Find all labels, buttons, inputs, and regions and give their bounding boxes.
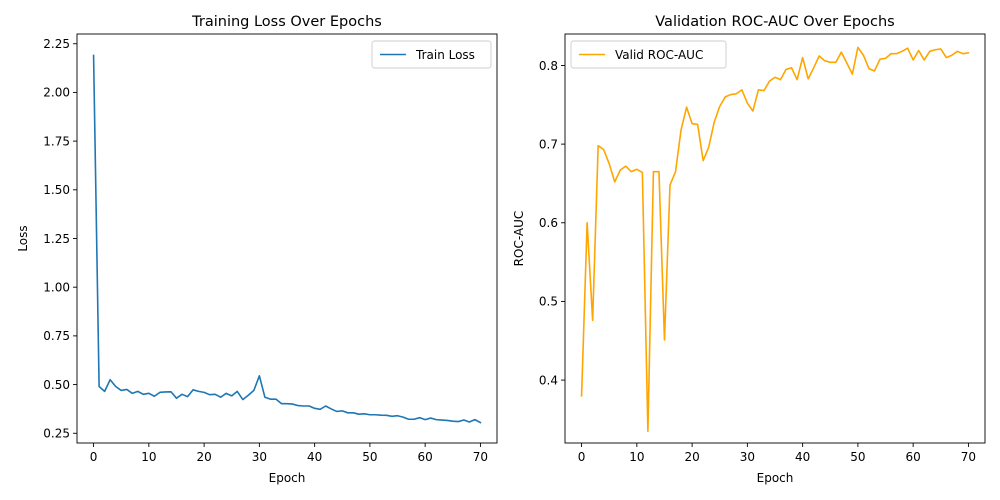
y-tick-label: 0.8: [539, 59, 558, 73]
y-tick-label: 1.50: [43, 183, 70, 197]
legend-box: [570, 40, 727, 69]
chart-training-loss: Training Loss Over Epochs 0 10 20 30 40 50 60 70…: [16, 14, 498, 485]
x-tick-label: 0: [578, 450, 586, 464]
x-tick-label: 10: [629, 450, 644, 464]
y-tick-label: 1.00: [43, 280, 70, 294]
x-tick-label: 60: [418, 450, 433, 464]
series-line-1: [580, 46, 970, 433]
x-tick-label: 70: [473, 450, 488, 464]
y-tick-label: 0.25: [43, 427, 70, 441]
x-axis-label: Epoch: [269, 471, 306, 485]
x-tick-label: 0: [90, 450, 98, 464]
x-tick-label: 50: [362, 450, 377, 464]
chart-title: Training Loss Over Epochs: [191, 14, 382, 30]
x-tick-label: 30: [740, 450, 755, 464]
y-tick-label: 1.25: [43, 232, 70, 246]
legend: Train Loss: [371, 40, 492, 69]
chart-validation-roc-auc: Validation ROC-AUC Over Epochs 0 10 20 30 40 5…: [512, 14, 986, 485]
x-axis-label: Epoch: [757, 471, 794, 485]
y-tick-label: 2.25: [43, 37, 70, 51]
x-tick-label: 60: [906, 450, 921, 464]
x-tick-label: 30: [252, 450, 267, 464]
y-tick-label: 0.6: [539, 216, 558, 230]
x-tick-label: 50: [850, 450, 865, 464]
y-tick-label: 2.00: [43, 86, 70, 100]
chart-title: Validation ROC-AUC Over Epochs: [655, 14, 894, 30]
x-tick-label: 20: [684, 450, 699, 464]
y-tick-label: 0.5: [539, 295, 558, 309]
x-tick-label: 20: [196, 450, 211, 464]
x-tick-label: 40: [307, 450, 322, 464]
x-tick-label: 70: [961, 450, 976, 464]
legend-label: Train Loss: [415, 48, 475, 62]
legend-label: Valid ROC-AUC: [615, 48, 703, 62]
y-tick-label: 0.50: [43, 378, 70, 392]
legend: Valid ROC-AUC: [570, 40, 727, 69]
y-tick-label: 0.75: [43, 329, 70, 343]
y-tick-label: 0.7: [539, 137, 558, 151]
series-line-1: [92, 54, 482, 424]
x-tick-label: 40: [795, 450, 810, 464]
x-tick-label: 10: [141, 450, 156, 464]
plot-frame: [564, 33, 986, 444]
legend-box: [371, 40, 492, 69]
y-tick-label: 0.4: [539, 373, 558, 387]
y-tick-label: 1.75: [43, 134, 70, 148]
y-axis-label: Loss: [16, 225, 30, 251]
y-axis-label: ROC-AUC: [512, 211, 526, 267]
